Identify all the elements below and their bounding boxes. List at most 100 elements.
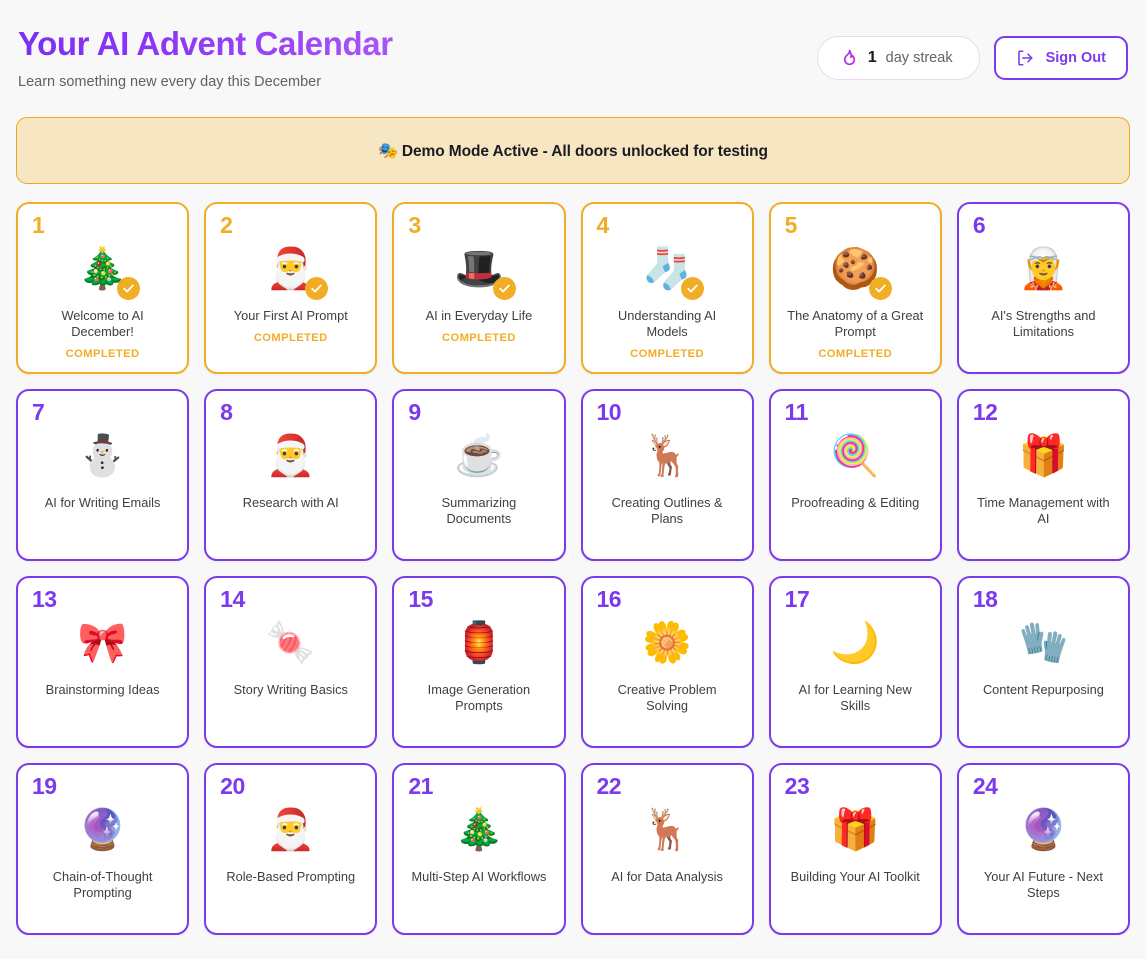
advent-door[interactable]: 10 🦌 Creating Outlines & Plans [580, 389, 754, 561]
sign-out-label: Sign Out [1045, 50, 1106, 66]
lollipop-icon: 🍭 [830, 434, 881, 478]
advent-door[interactable]: 12 🎁 Time Management with AI [956, 389, 1130, 561]
demo-mode-message: Demo Mode Active - All doors unlocked fo… [401, 142, 768, 160]
door-number: 3 [408, 212, 421, 238]
advent-door[interactable]: 19 🔮 Chain-of-Thought Prompting [16, 763, 190, 935]
door-number: 18 [972, 586, 998, 612]
advent-door[interactable]: 24 🔮 Your AI Future - Next Steps [956, 763, 1130, 935]
logout-icon [1016, 49, 1034, 67]
snowman-icon: ⛄ [77, 434, 128, 478]
advent-door[interactable]: 17 🌙 AI for Learning New Skills [768, 576, 942, 748]
door-status-badge: COMPLETED [441, 332, 516, 344]
door-emoji-wrap: 🎀 [76, 616, 130, 670]
gift-icon: 🎁 [1018, 434, 1069, 478]
ribbon-icon: 🎀 [77, 621, 128, 665]
door-emoji-wrap: 🎅 [264, 429, 318, 483]
door-number: 23 [784, 773, 810, 799]
elf-icon: 🧝 [1018, 247, 1069, 291]
door-title: Brainstorming Ideas [45, 682, 160, 697]
door-title: Story Writing Basics [233, 682, 348, 697]
door-number: 17 [784, 586, 810, 612]
reindeer-icon: 🦌 [642, 434, 692, 478]
completed-check-icon [304, 277, 328, 300]
door-number: 12 [972, 399, 998, 425]
door-title: Your First AI Prompt [233, 308, 348, 323]
advent-door[interactable]: 8 🎅 Research with AI [204, 389, 378, 561]
demo-mode-banner: 🎭 Demo Mode Active - All doors unlocked f… [16, 117, 1130, 184]
door-title: Understanding AI Models [617, 308, 717, 339]
advent-door[interactable]: 20 🎅 Role-Based Prompting [204, 763, 378, 935]
santa-icon: 🎅 [265, 808, 316, 852]
door-emoji-wrap: 🏮 [452, 616, 506, 670]
streak-label: day streak [885, 50, 953, 66]
advent-door[interactable]: 15 🏮 Image Generation Prompts [392, 576, 566, 748]
door-emoji-wrap: 🦌 [640, 803, 694, 857]
advent-door[interactable]: 11 🍭 Proofreading & Editing [768, 389, 942, 561]
completed-check-icon [869, 277, 893, 300]
door-number: 20 [220, 773, 245, 799]
door-title: Chain-of-Thought Prompting [52, 869, 153, 900]
advent-door[interactable]: 13 🎀 Brainstorming Ideas [16, 576, 190, 748]
door-emoji-wrap: 🔮 [1016, 803, 1070, 857]
advent-door[interactable]: 23 🎁 Building Your AI Toolkit [768, 763, 942, 935]
door-emoji-wrap: 🌼 [640, 616, 694, 670]
door-emoji-wrap: 🦌 [640, 429, 694, 483]
door-title: The Anatomy of a Great Prompt [787, 308, 924, 339]
mitten-icon: 🧤 [1018, 621, 1069, 665]
advent-door[interactable]: 2 🎅 Your First AI Prompt COMPLETED [204, 202, 378, 374]
door-number: 16 [596, 586, 622, 612]
reindeer-icon: 🦌 [642, 808, 692, 852]
door-number: 13 [32, 586, 57, 612]
door-emoji-wrap: ☕ [452, 429, 506, 483]
door-emoji-wrap: 🎁 [1016, 429, 1070, 483]
header-actions: 1 day streak Sign Out [816, 22, 1128, 80]
page-subtitle: Learn something new every day this Decem… [18, 74, 322, 90]
advent-door[interactable]: 6 🧝 AI's Strengths and Limitations [956, 202, 1130, 374]
door-number: 14 [220, 586, 245, 612]
door-title: Time Management with AI [977, 495, 1110, 526]
advent-door[interactable]: 16 🌼 Creative Problem Solving [580, 576, 754, 748]
streak-count: 1 [867, 49, 877, 66]
door-title: Proofreading & Editing [791, 495, 920, 510]
advent-door[interactable]: 1 🎄 Welcome to AI December! COMPLETED [16, 202, 190, 374]
door-emoji-wrap: 🧦 [640, 242, 705, 300]
door-number: 4 [596, 212, 610, 238]
advent-door[interactable]: 5 🍪 The Anatomy of a Great Prompt COMPLETED [768, 202, 942, 374]
door-title: Creative Problem Solving [617, 682, 717, 713]
advent-door[interactable]: 14 🍬 Story Writing Basics [204, 576, 378, 748]
advent-door[interactable]: 9 ☕ Summarizing Documents [392, 389, 566, 561]
door-title: Welcome to AI December! [61, 308, 144, 339]
day-streak-badge[interactable]: 1 day streak [816, 36, 980, 80]
snow-globe-icon: 🔮 [77, 808, 128, 852]
advent-door[interactable]: 3 🎩 AI in Everyday Life COMPLETED [392, 202, 566, 374]
sign-out-button[interactable]: Sign Out [993, 36, 1128, 80]
door-status-badge: COMPLETED [65, 348, 140, 360]
flame-icon [840, 48, 859, 68]
advent-door[interactable]: 7 ⛄ AI for Writing Emails [16, 389, 190, 561]
door-title: Summarizing Documents [441, 495, 517, 526]
door-title: Building Your AI Toolkit [790, 869, 920, 884]
poinsettia-flower-icon: 🌼 [642, 621, 692, 665]
door-number: 2 [220, 212, 233, 238]
door-title: Multi-Step AI Workflows [411, 869, 547, 884]
advent-door[interactable]: 21 🎄 Multi-Step AI Workflows [392, 763, 566, 935]
door-number: 8 [220, 399, 233, 425]
door-title: AI for Data Analysis [611, 869, 723, 884]
door-emoji-wrap: 🎩 [452, 242, 516, 300]
advent-door-grid: 1 🎄 Welcome to AI December! COMPLETED 2 🎅 Your… [16, 202, 1130, 935]
door-number: 11 [784, 399, 809, 425]
door-emoji-wrap: 🌙 [828, 616, 882, 670]
door-emoji-wrap: 🔮 [76, 803, 130, 857]
completed-check-icon [116, 277, 140, 300]
door-number: 6 [972, 212, 986, 238]
advent-door[interactable]: 22 🦌 AI for Data Analysis [580, 763, 754, 935]
door-number: 7 [32, 399, 45, 425]
advent-door[interactable]: 4 🧦 Understanding AI Models COMPLETED [580, 202, 754, 374]
advent-door[interactable]: 18 🧤 Content Repurposing [956, 576, 1130, 748]
door-emoji-wrap: 🍪 [828, 242, 893, 300]
door-emoji-wrap: 🍭 [828, 429, 882, 483]
candy-icon: 🍬 [265, 621, 316, 665]
door-number: 1 [32, 212, 45, 238]
demo-mode-text: 🎭 Demo Mode Active - All doors unlocked f… [378, 141, 768, 161]
door-emoji-wrap: 🧝 [1016, 242, 1070, 296]
